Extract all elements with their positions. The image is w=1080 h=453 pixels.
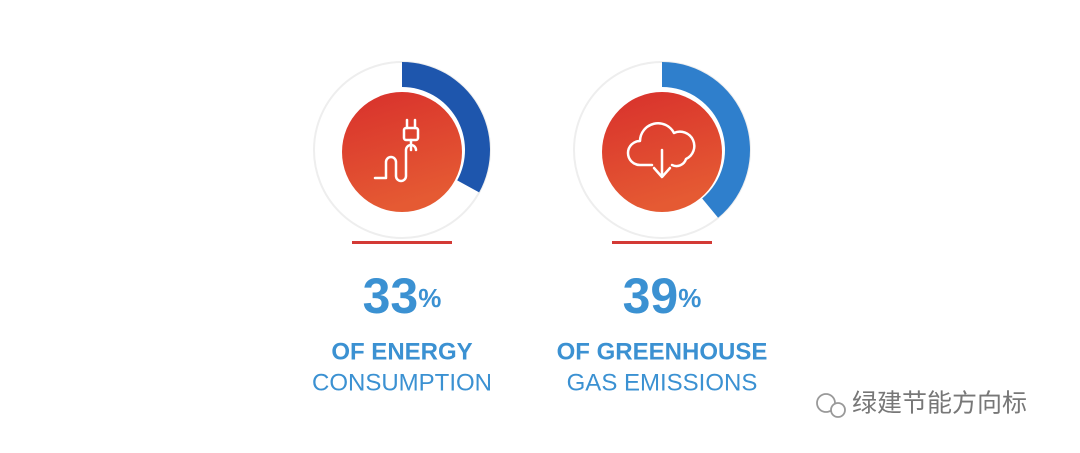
underline xyxy=(352,241,452,244)
stat-number: 39 xyxy=(623,268,679,324)
progress-arc xyxy=(662,62,750,218)
wechat-icon xyxy=(830,402,846,418)
stat-value: 33% xyxy=(363,268,442,324)
stat-item: 33% OF ENERGY CONSUMPTION xyxy=(312,61,492,396)
caption: OF GREENHOUSE xyxy=(557,338,768,365)
caption: CONSUMPTION xyxy=(312,369,492,396)
stat-unit: % xyxy=(678,283,701,313)
cloud-icon xyxy=(626,122,696,179)
stat-item: 39% OF GREENHOUSE GAS EMISSIONS xyxy=(557,61,768,396)
watermark: 绿建节能方向标 xyxy=(816,390,1027,418)
caption: GAS EMISSIONS xyxy=(567,369,758,396)
stat-unit: % xyxy=(418,283,441,313)
caption: OF ENERGY xyxy=(331,338,472,365)
stat-number: 33 xyxy=(363,268,419,324)
progress-arc xyxy=(402,62,490,193)
watermark-text: 绿建节能方向标 xyxy=(852,390,1027,418)
underline xyxy=(612,241,712,244)
plug-icon xyxy=(373,118,420,183)
icon-circle xyxy=(342,92,462,212)
stat-value: 39% xyxy=(623,268,702,324)
